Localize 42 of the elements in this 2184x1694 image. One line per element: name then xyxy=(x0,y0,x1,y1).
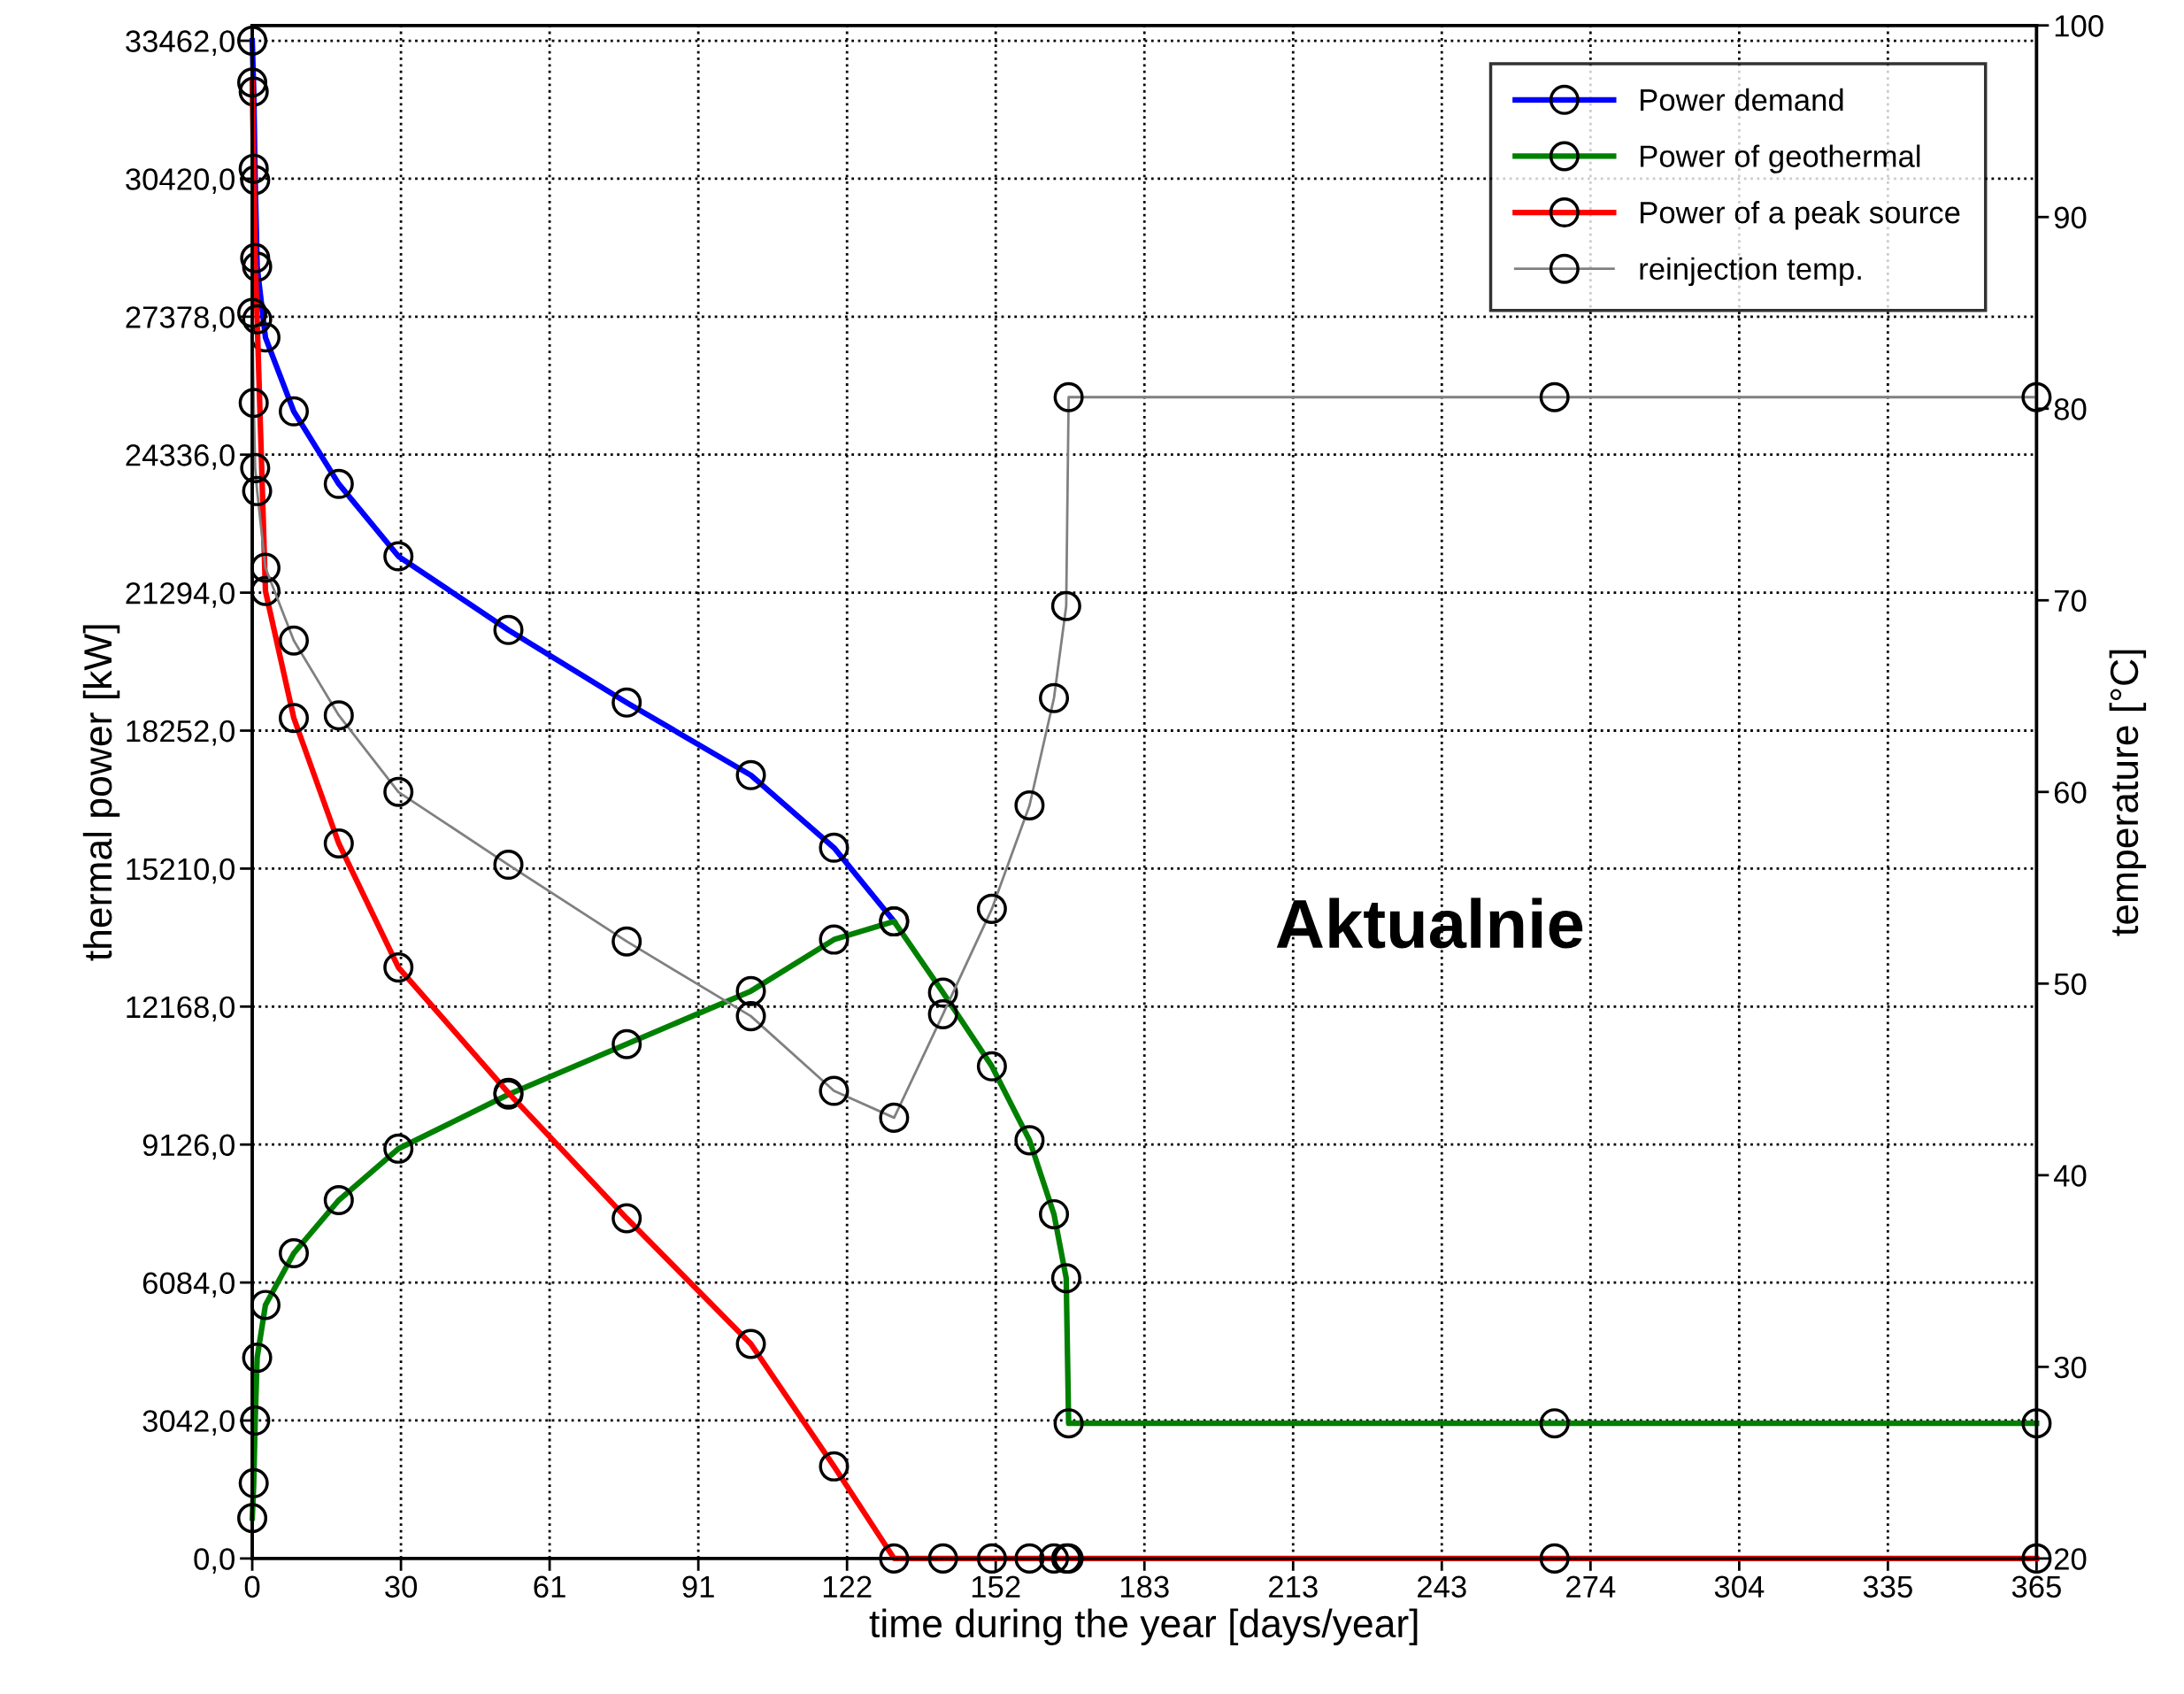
annotation: Aktualnie xyxy=(1276,897,1583,949)
y-tick-label: 0,0 xyxy=(194,1548,235,1574)
y2-tick-label: 20 xyxy=(2054,1548,2087,1570)
x-tick-label: 0 xyxy=(244,1575,260,1598)
y-tick-label: 3042,0 xyxy=(142,1410,235,1436)
y2-tick-label: 60 xyxy=(2054,782,2087,804)
y-tick-label: 24336,0 xyxy=(126,444,235,470)
y-tick-label: 33462,0 xyxy=(126,30,235,57)
x-tick-label: 243 xyxy=(1418,1575,1466,1598)
y-tick-label: 21294,0 xyxy=(126,581,235,608)
y-tick-label: 9126,0 xyxy=(142,1134,235,1160)
y2-tick-label: 50 xyxy=(2054,973,2087,996)
x-tick-label: 335 xyxy=(1863,1575,1912,1598)
y-tick-label: 12168,0 xyxy=(127,996,235,1022)
legend-label: reinjection temp. xyxy=(1640,257,1861,287)
y2-tick-label: 70 xyxy=(2054,589,2087,612)
legend-label: Power of geothermal xyxy=(1641,144,1920,173)
y-tick-label: 30420,0 xyxy=(126,168,235,194)
x-tick-label: 152 xyxy=(972,1575,1020,1598)
y2-tick-label: 40 xyxy=(2053,1165,2087,1187)
y2-tick-label: 80 xyxy=(2054,398,2087,420)
legend-label: Power of a peak source xyxy=(1641,201,1960,230)
x-tick-label: 183 xyxy=(1120,1575,1169,1598)
x-tick-label: 61 xyxy=(534,1575,565,1598)
legend-label: Power demand xyxy=(1641,88,1843,112)
y2-tick-label: 90 xyxy=(2054,206,2087,229)
x-tick-label: 304 xyxy=(1714,1575,1765,1598)
y2-tick-label: 100 xyxy=(2055,15,2103,37)
y-axis-title: thermal power [kW] xyxy=(82,625,120,961)
x-tick-label: 213 xyxy=(1269,1575,1318,1598)
y2-axis-title: temperature [°C] xyxy=(2109,650,2147,936)
y-tick-label: 18252,0 xyxy=(127,720,235,746)
x-tick-label: 122 xyxy=(823,1575,872,1598)
y2-tick-label: 30 xyxy=(2054,1356,2087,1379)
x-tick-label: 274 xyxy=(1566,1575,1616,1598)
y-tick-label: 27378,0 xyxy=(126,306,235,332)
x-tick-label: 30 xyxy=(385,1575,418,1598)
y-tick-label: 6084,0 xyxy=(142,1272,235,1298)
x-tick-label: 365 xyxy=(2011,1575,2061,1598)
x-axis-title: time during the year [days/year] xyxy=(869,1608,1418,1645)
x-tick-label: 91 xyxy=(682,1575,714,1598)
y-tick-label: 15210,0 xyxy=(127,858,235,884)
